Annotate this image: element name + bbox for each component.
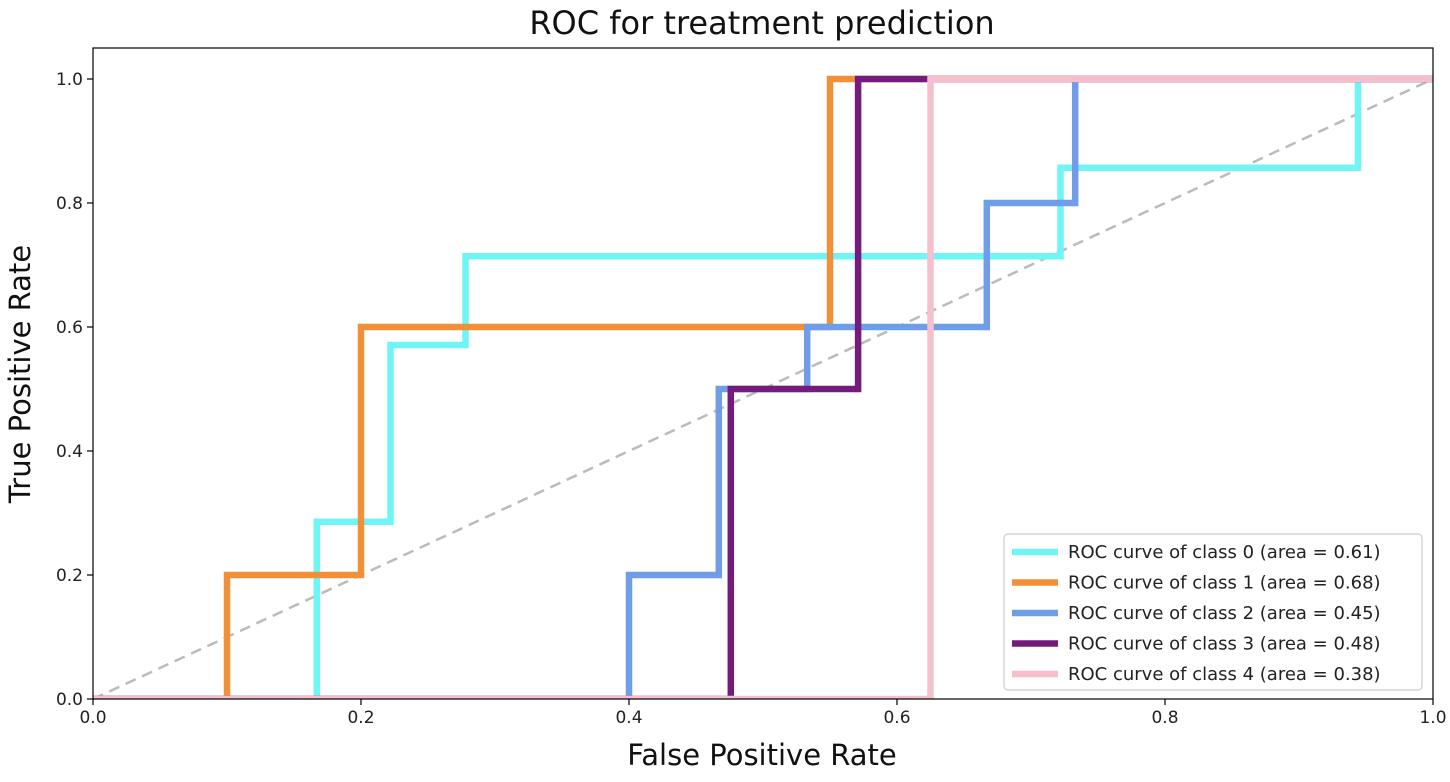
x-axis-label: False Positive Rate — [627, 738, 897, 772]
y-tick-label: 0.2 — [56, 566, 83, 586]
y-tick-label: 0.6 — [56, 318, 83, 338]
legend-box — [1003, 533, 1423, 691]
series-layer — [93, 75, 1433, 699]
legend-label-class-1: ROC curve of class 1 (area = 0.68) — [1068, 573, 1381, 594]
x-tick-label: 0.2 — [347, 708, 374, 728]
plot-frame — [92, 47, 1434, 700]
series-line-class-1 — [93, 75, 1433, 699]
y-tick-label: 0.0 — [56, 690, 83, 710]
series-line-class-4 — [93, 75, 1433, 699]
legend: ROC curve of class 0 (area = 0.61) ROC cu… — [1003, 533, 1423, 691]
x-tick-label: 0.0 — [79, 708, 106, 728]
chart-title: ROC for treatment prediction — [529, 4, 994, 42]
ticks-layer: 0.0 0.2 0.4 0.6 0.8 1.0 0.0 0.2 0.4 0.6 0.8 1.0 — [56, 70, 1447, 728]
y-tick-label: 0.4 — [56, 442, 83, 462]
legend-label-class-3: ROC curve of class 3 (area = 0.48) — [1068, 634, 1381, 655]
y-axis-label: True Positive Rate — [3, 245, 37, 504]
y-tick-label: 0.8 — [56, 194, 83, 214]
legend-label-class-0: ROC curve of class 0 (area = 0.61) — [1068, 542, 1381, 563]
x-tick-label: 1.0 — [1419, 708, 1446, 728]
legend-label-class-4: ROC curve of class 4 (area = 0.38) — [1068, 664, 1381, 685]
x-tick-label: 0.8 — [1151, 708, 1178, 728]
y-tick-label: 1.0 — [56, 70, 83, 90]
series-line-class-0 — [93, 75, 1433, 699]
x-tick-label: 0.4 — [615, 708, 642, 728]
x-tick-label: 0.6 — [883, 708, 910, 728]
series-line-class-2 — [93, 75, 1433, 699]
legend-label-class-2: ROC curve of class 2 (area = 0.45) — [1068, 603, 1381, 624]
